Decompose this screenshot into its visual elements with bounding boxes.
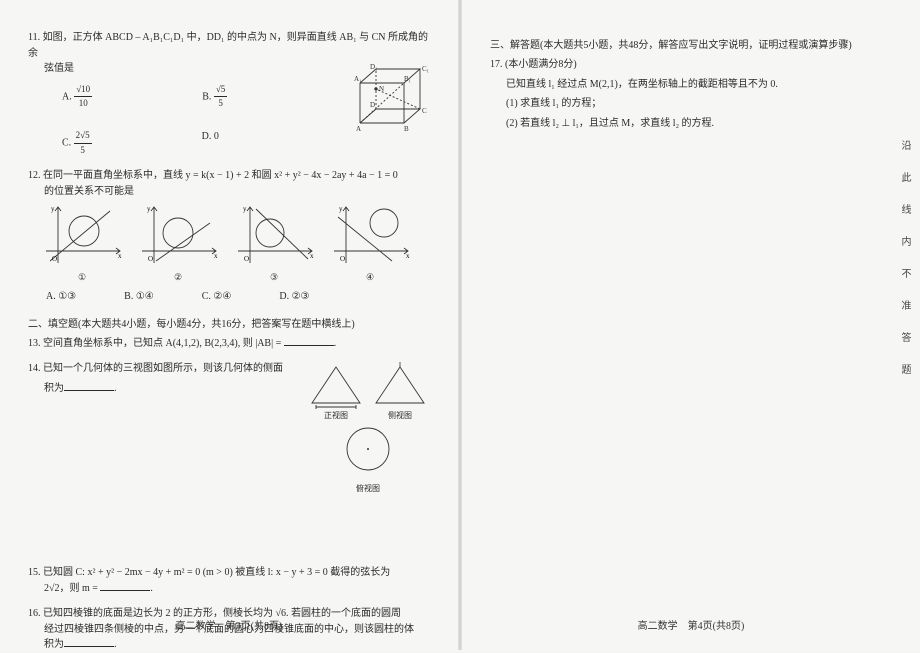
- svg-text:B₁: B₁: [404, 75, 411, 83]
- section-3-header: 三、解答题(本大题共5小题，共48分，解答应写出文字说明，证明过程或演算步骤): [490, 36, 892, 51]
- svg-text:y: y: [51, 205, 55, 213]
- page-3-footer: 高二数学 第3页(共8页): [0, 617, 458, 632]
- svg-text:x: x: [214, 252, 218, 260]
- q12-stem-b: 的位置关系不可能是: [28, 184, 430, 200]
- q12-graph-labels: ① ② ③ ④: [28, 271, 430, 285]
- q12-choice-a: A. ①③: [46, 289, 76, 305]
- q11-choice-b: B. √55: [202, 83, 227, 112]
- q11-choice-d: D. 0: [202, 129, 219, 158]
- q12-stem-a: 12. 在同一平面直角坐标系中，直线 y = k(x − 1) + 2 和圆 x…: [28, 168, 430, 184]
- svg-text:B: B: [404, 125, 409, 133]
- q12-choice-c: C. ②④: [202, 289, 232, 305]
- svg-text:N: N: [379, 85, 384, 93]
- q12-choice-d: D. ②③: [279, 289, 309, 305]
- svg-text:y: y: [243, 205, 247, 213]
- q11-choice-a: A. √1010: [62, 83, 92, 112]
- q12-graph-3: O x y: [232, 203, 316, 267]
- q17-c: (2) 若直线 l₂ ⊥ l₁，且过点 M，求直线 l₂ 的方程.: [490, 116, 892, 132]
- q14-blank: [64, 381, 114, 391]
- q17-head: 17. (本小题满分8分): [490, 57, 892, 73]
- q16-blank: [64, 637, 114, 647]
- q17-b: (1) 求直线 l₁ 的方程；: [490, 96, 892, 112]
- q13: 13. 空间直角坐标系中，已知点 A(4,1,2), B(2,3,4), 则 |…: [28, 336, 430, 352]
- q12-choice-b: B. ①④: [124, 289, 154, 305]
- svg-text:A₁: A₁: [354, 75, 362, 83]
- svg-text:x: x: [310, 252, 314, 260]
- q12-graph-2: O x y: [136, 203, 220, 267]
- page-4: 三、解答题(本大题共5小题，共48分，解答应写出文字说明，证明过程或演算步骤) …: [462, 0, 920, 650]
- svg-text:C₁: C₁: [422, 65, 429, 73]
- q12-graphs: O x y O x y: [28, 203, 430, 267]
- svg-text:x: x: [406, 252, 410, 260]
- q12-graph-1: O x y: [40, 203, 124, 267]
- svg-text:y: y: [339, 205, 343, 213]
- q12: 12. 在同一平面直角坐标系中，直线 y = k(x − 1) + 2 和圆 x…: [28, 168, 430, 304]
- q17-a: 已知直线 l₁ 经过点 M(2,1)，在两坐标轴上的截距相等且不为 0.: [490, 77, 892, 93]
- svg-text:O: O: [148, 255, 153, 263]
- svg-text:O: O: [52, 255, 57, 263]
- binding-margin-note: 沿此线内不准答题: [897, 140, 912, 396]
- q13-blank: [284, 336, 334, 346]
- q14: 2: [28, 361, 430, 555]
- side-view-label: 侧视图: [370, 410, 430, 422]
- q11-stem-a: 11. 如图，正方体 ABCD – A₁B₁C₁D₁ 中，DD₁ 的中点为 N，…: [28, 30, 430, 61]
- svg-text:C: C: [422, 107, 427, 115]
- q11: 11. 如图，正方体 ABCD – A₁B₁C₁D₁ 中，DD₁ 的中点为 N，…: [28, 30, 430, 158]
- svg-text:A: A: [356, 125, 361, 133]
- q15-stem-a: 15. 已知圆 C: x² + y² − 2mx − 4y + m² = 0 (…: [28, 565, 430, 581]
- page-4-footer: 高二数学 第4页(共8页): [462, 617, 920, 632]
- svg-text:y: y: [147, 205, 151, 213]
- q15: 15. 已知圆 C: x² + y² − 2mx − 4y + m² = 0 (…: [28, 565, 430, 596]
- top-view-label: 俯视图: [306, 483, 430, 495]
- q12-graph-4: O x y: [328, 203, 412, 267]
- q15-blank: [100, 581, 150, 591]
- q11-choice-c: C. 2√55: [62, 129, 92, 158]
- section-2-header: 二、填空题(本大题共4小题，每小题4分，共16分，把答案写在题中横线上): [28, 315, 430, 330]
- svg-text:D₁: D₁: [370, 63, 378, 71]
- svg-text:D: D: [370, 101, 375, 109]
- svg-text:O: O: [244, 255, 249, 263]
- front-view-label: 正视图: [306, 410, 366, 422]
- svg-text:O: O: [340, 255, 345, 263]
- svg-text:x: x: [118, 252, 122, 260]
- q17: 17. (本小题满分8分) 已知直线 l₁ 经过点 M(2,1)，在两坐标轴上的…: [490, 57, 892, 131]
- q14-three-view: 2: [306, 361, 430, 495]
- page-3: 11. 如图，正方体 ABCD – A₁B₁C₁D₁ 中，DD₁ 的中点为 N，…: [0, 0, 458, 650]
- q11-cube: A B C D A₁ B₁ C₁ D₁ N: [346, 61, 430, 145]
